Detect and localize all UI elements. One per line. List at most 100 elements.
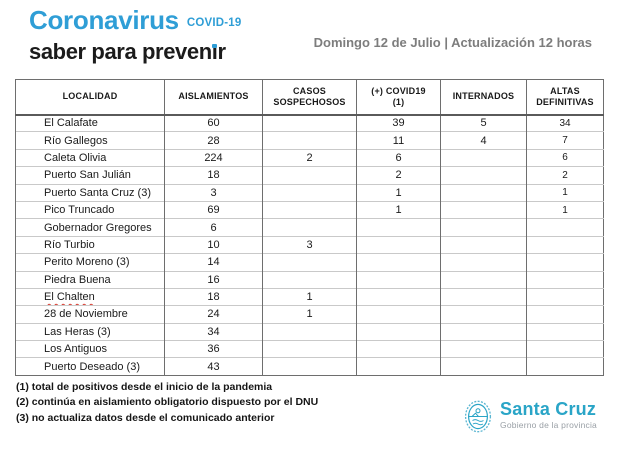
value-cell (526, 270, 604, 289)
locality-cell: Río Gallegos (15, 131, 165, 150)
value-cell (526, 218, 604, 237)
table-row: Puerto Deseado (3) 43 (15, 357, 604, 376)
logo-title: Santa Cruz (500, 399, 597, 419)
value-cell: 1 (262, 305, 357, 324)
value-cell: 18 (164, 287, 263, 306)
value-cell (356, 287, 441, 306)
table-row: 28 de Noviembre 24 1 (15, 305, 604, 324)
value-cell: 36 (164, 340, 263, 358)
value-cell (440, 148, 527, 167)
value-cell: 34 (526, 113, 604, 132)
table-row: Piedra Buena 16 (15, 270, 604, 289)
value-cell: 69 (164, 200, 263, 219)
value-cell (526, 357, 604, 376)
table-row: El Calafate 60 39 5 34 (15, 113, 604, 132)
footnote-2: (2) continúa en aislamiento obligatorio … (16, 396, 319, 409)
value-cell (356, 253, 441, 272)
value-cell: 18 (164, 166, 263, 185)
brand-subtitle-text: saber para preven (29, 39, 212, 64)
value-cell: 2 (262, 148, 357, 167)
table-row: Perito Moreno (3) 14 (15, 253, 604, 272)
value-cell (356, 340, 441, 358)
value-cell (440, 270, 527, 289)
brand-title: Coronavirus (29, 5, 179, 35)
value-cell: 11 (356, 131, 441, 150)
value-cell (262, 270, 357, 289)
logo-text: Santa Cruz Gobierno de la provincia (500, 399, 597, 430)
value-cell (526, 253, 604, 272)
value-cell (356, 305, 441, 324)
locality-cell: Las Heras (3) (15, 322, 165, 341)
value-cell (526, 287, 604, 306)
locality-cell: El Calafate (15, 113, 165, 132)
column-header-casos-sospechosos: CASOS SOSPECHOSOS (262, 79, 357, 116)
locality-cell: Puerto San Julián (15, 166, 165, 185)
table-row: Río Turbio 10 3 (15, 235, 604, 254)
value-cell: 2 (356, 166, 441, 185)
value-cell (356, 218, 441, 237)
value-cell (440, 200, 527, 219)
value-cell (262, 357, 357, 376)
value-cell: 1 (262, 287, 357, 306)
logo-subtitle: Gobierno de la provincia (500, 420, 597, 430)
value-cell (526, 340, 604, 358)
table-row: Puerto Santa Cruz (3) 3 1 1 (15, 183, 604, 202)
brand-subtitle-text-end: r (217, 39, 226, 64)
value-cell (262, 340, 357, 358)
value-cell: 1 (526, 200, 604, 219)
value-cell: 3 (262, 235, 357, 254)
value-cell (262, 166, 357, 185)
locality-cell: El Chalten (15, 287, 165, 306)
footnote-3: (3) no actualiza datos desde el comunica… (16, 411, 275, 424)
value-cell (526, 305, 604, 324)
value-cell (262, 183, 357, 202)
value-cell (440, 340, 527, 358)
provincial-shield-icon (464, 400, 492, 433)
value-cell (440, 322, 527, 341)
column-header-altas-definitivas: ALTAS DEFINITIVAS (526, 79, 604, 116)
footnotes: (1) total de positivos desde el inicio d… (16, 380, 318, 426)
table-row: El Chalten 18 1 (15, 287, 604, 306)
value-cell: 43 (164, 357, 263, 376)
value-cell: 5 (440, 113, 527, 132)
value-cell: 1 (526, 183, 604, 202)
value-cell (356, 322, 441, 341)
header-date: Domingo 12 de Julio | Actualización 12 h… (313, 35, 592, 50)
covid-data-table: LOCALIDAD AISLAMIENTOS CASOS SOSPECHOSOS… (15, 79, 604, 376)
table-row: Río Gallegos 28 11 4 7 (15, 131, 604, 150)
value-cell (356, 357, 441, 376)
locality-cell: Los Antiguos (15, 340, 165, 358)
value-cell: 1 (356, 183, 441, 202)
value-cell: 3 (164, 183, 263, 202)
value-cell: 6 (356, 148, 441, 167)
locality-cell: Gobernador Gregores (15, 218, 165, 237)
table-row: Los Antiguos 36 (15, 340, 604, 358)
value-cell: 6 (526, 148, 604, 167)
value-cell (440, 357, 527, 376)
value-cell (356, 270, 441, 289)
value-cell (262, 200, 357, 219)
value-cell: 4 (440, 131, 527, 150)
value-cell: 224 (164, 148, 263, 167)
value-cell: 39 (356, 113, 441, 132)
locality-cell: Puerto Santa Cruz (3) (15, 183, 165, 202)
locality-cell: Puerto Deseado (3) (15, 357, 165, 376)
column-header-aislamientos: AISLAMIENTOS (164, 79, 263, 116)
santa-cruz-logo: Santa Cruz Gobierno de la provincia (464, 399, 597, 433)
table-row: Caleta Olivia 224 2 6 6 (15, 148, 604, 167)
value-cell: 7 (526, 131, 604, 150)
brand: Coronavirus COVID-19 saber para prevenır (29, 6, 242, 64)
value-cell (526, 235, 604, 254)
value-cell (526, 322, 604, 341)
table-row: Puerto San Julián 18 2 2 (15, 166, 604, 185)
value-cell (440, 287, 527, 306)
value-cell (262, 218, 357, 237)
value-cell (440, 235, 527, 254)
locality-cell: Perito Moreno (3) (15, 253, 165, 272)
value-cell (262, 253, 357, 272)
brand-title-line: Coronavirus COVID-19 (29, 6, 242, 39)
value-cell (356, 235, 441, 254)
value-cell: 24 (164, 305, 263, 324)
value-cell: 60 (164, 113, 263, 132)
value-cell (440, 166, 527, 185)
